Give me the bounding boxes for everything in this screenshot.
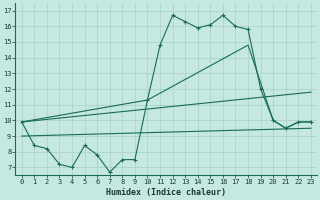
X-axis label: Humidex (Indice chaleur): Humidex (Indice chaleur) bbox=[106, 188, 226, 197]
